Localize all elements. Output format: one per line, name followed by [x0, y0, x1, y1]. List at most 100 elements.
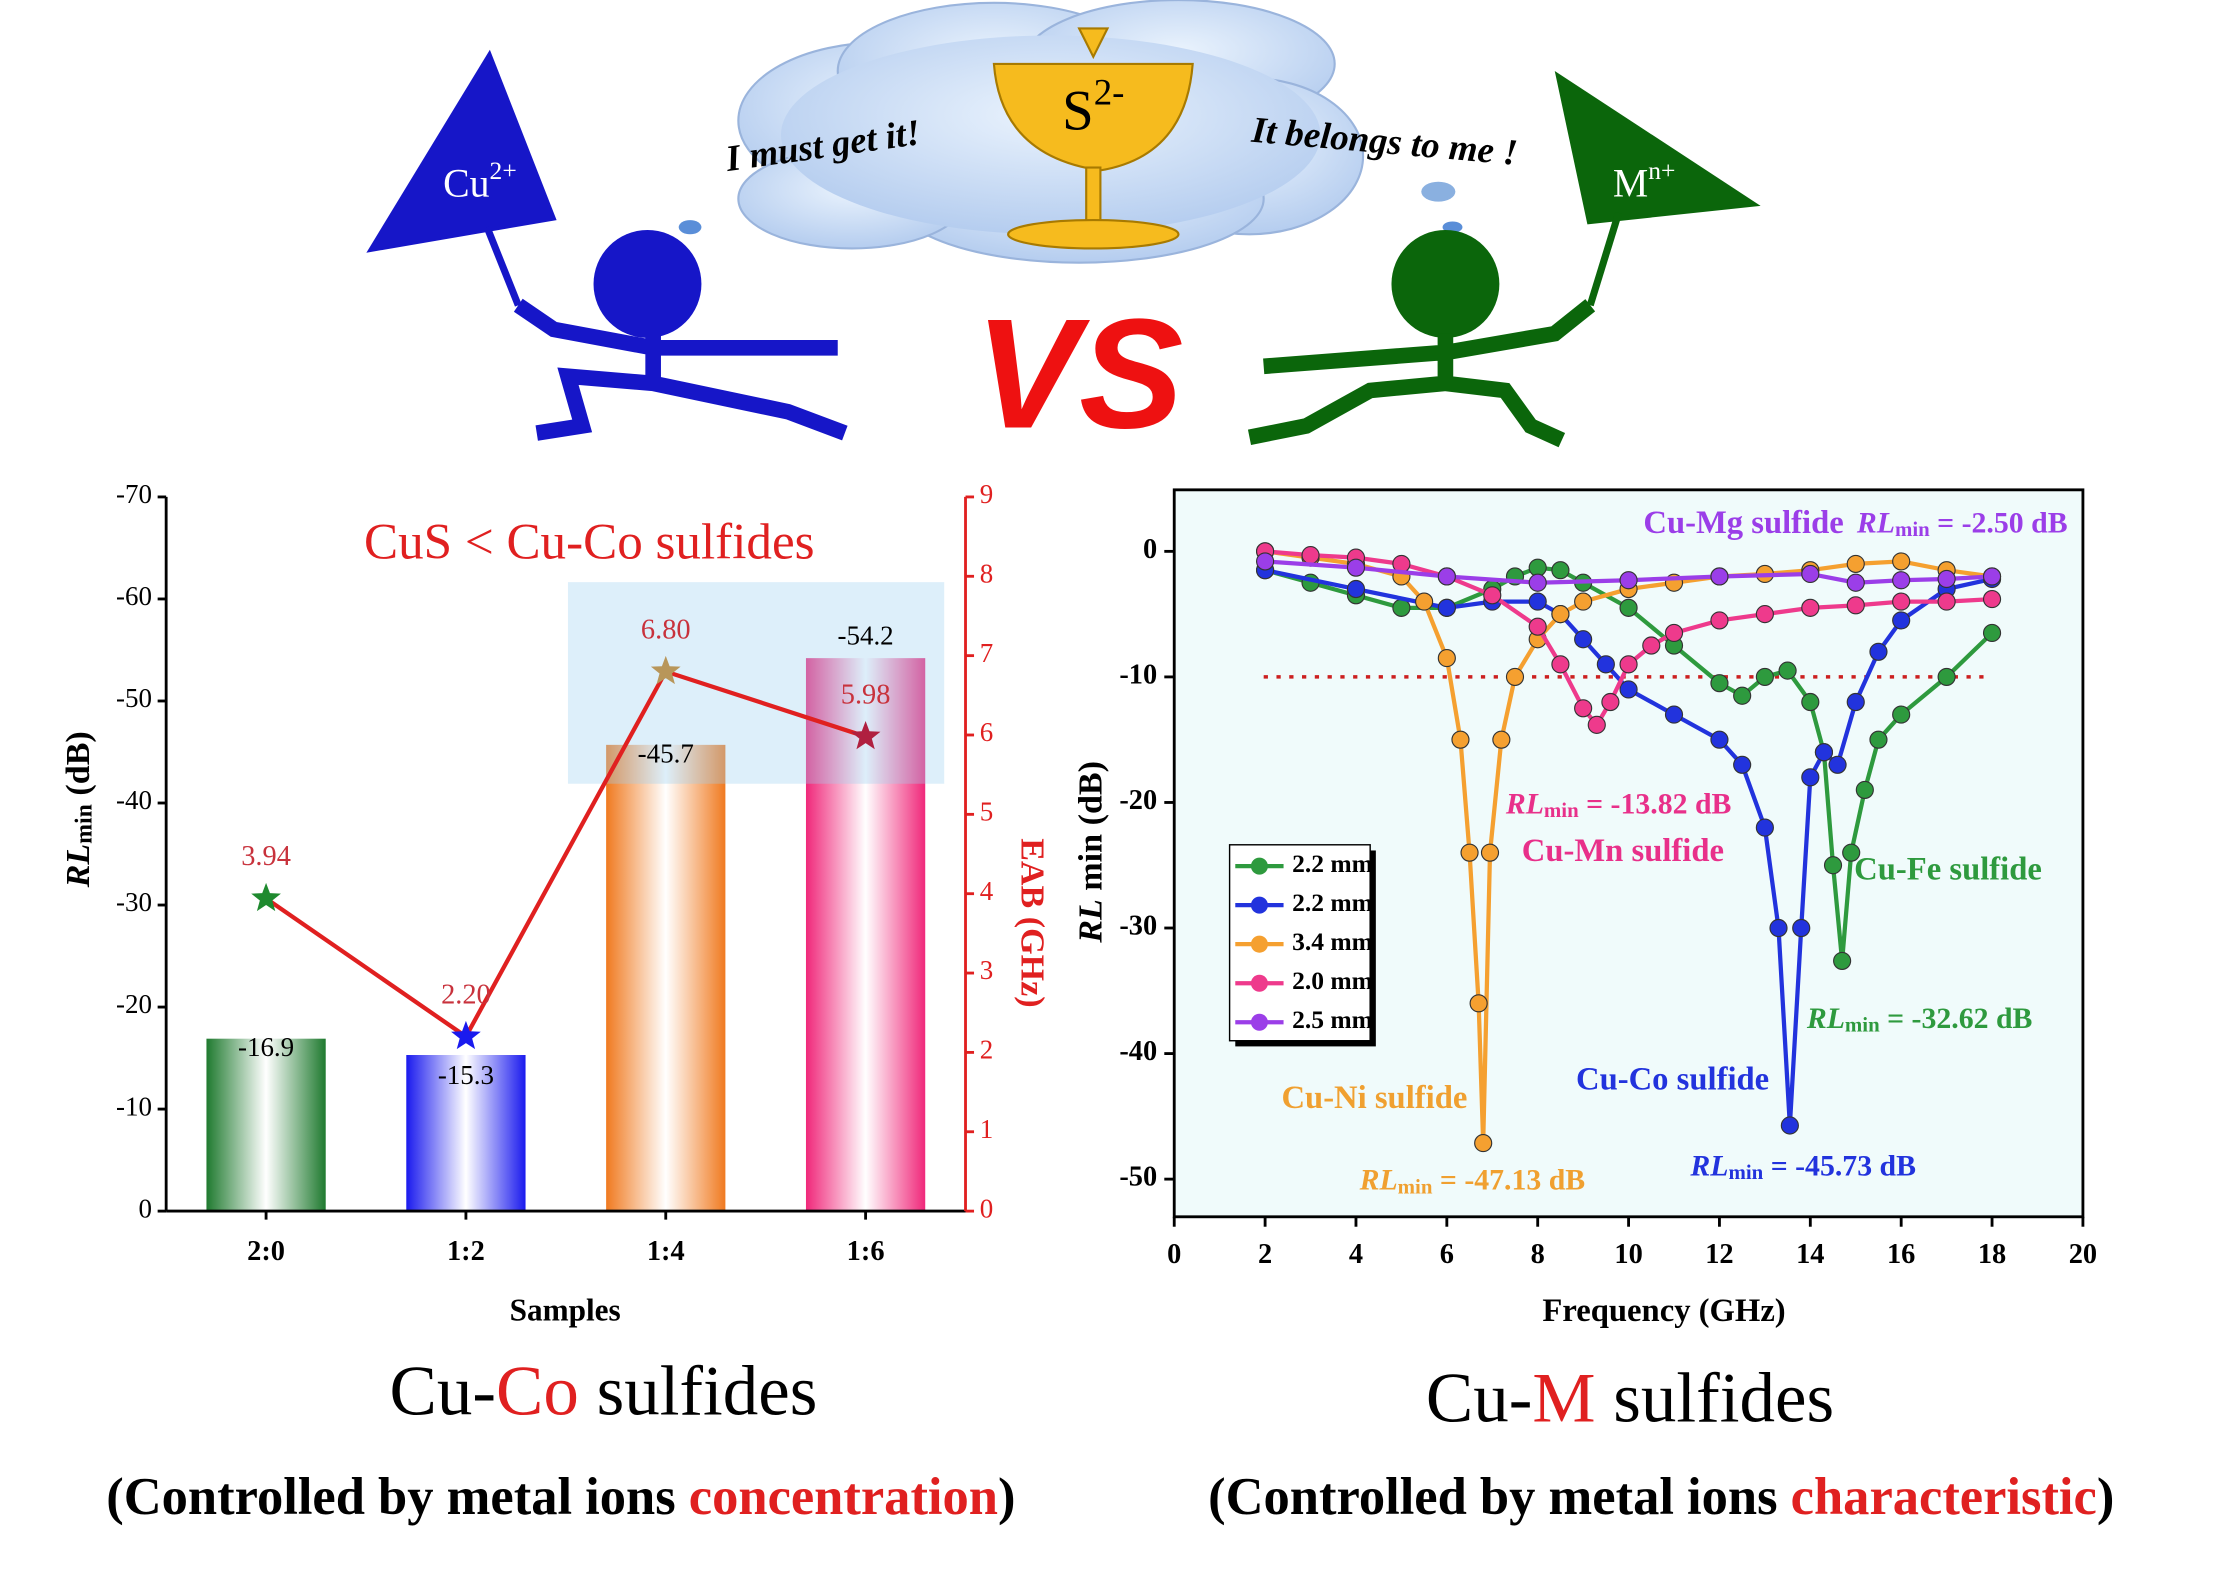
data-point	[1855, 780, 1874, 799]
data-point	[1483, 586, 1502, 605]
rl-annotation-part: = -32.62 dB	[1880, 1002, 2033, 1035]
x-tick-label: 0	[1167, 1239, 1181, 1270]
data-point	[1846, 692, 1865, 712]
ion: S	[1062, 79, 1094, 142]
data-point	[1846, 573, 1865, 592]
data-point	[1846, 554, 1865, 574]
data-point	[1505, 667, 1525, 686]
data-point	[1733, 686, 1752, 705]
data-point	[1769, 918, 1788, 938]
x-tick-label: 10	[1614, 1239, 1642, 1270]
data-point	[1828, 755, 1847, 774]
legend-marker	[1250, 974, 1268, 992]
caption-title-part: Cu-	[1426, 1360, 1532, 1438]
ion: M	[1613, 162, 1648, 206]
data-point	[1833, 951, 1852, 970]
series-annotation: Cu-Fe sulfide	[1854, 851, 2042, 887]
data-point	[1664, 623, 1684, 643]
y-axis-label-part: min	[72, 804, 98, 844]
y-axis-label-part: RL	[60, 844, 97, 889]
x-tick-label: 8	[1531, 1239, 1545, 1270]
data-point	[1792, 918, 1811, 938]
data-point	[1892, 611, 1911, 630]
y-axis-label-part: min (dB)	[1072, 761, 1109, 899]
caption-title-part: sulfides	[579, 1353, 818, 1431]
caption-subtitle-part: characteristic	[1791, 1468, 2097, 1526]
x-tick-label: 4	[1349, 1239, 1363, 1270]
data-point	[1469, 994, 1488, 1013]
data-point	[1755, 605, 1774, 624]
legend-marker	[1250, 935, 1268, 953]
data-point	[1892, 571, 1911, 590]
data-point	[1301, 546, 1320, 565]
rl-annotation-part: = -13.82 dB	[1579, 787, 1732, 820]
data-point	[1823, 856, 1843, 875]
y2-tick-label: 6	[980, 717, 993, 747]
rl-annotation-part: min	[1895, 517, 1930, 541]
data-point	[1869, 642, 1888, 661]
data-point	[1574, 592, 1593, 611]
data-point	[1528, 592, 1547, 611]
ion: Cu	[443, 162, 490, 206]
y-tick-label: -50	[116, 683, 152, 713]
rl-annotation-part: min	[1398, 1174, 1433, 1198]
series-annotation: Cu-Mg sulfide	[1643, 505, 1843, 541]
ion-charge: 2+	[490, 156, 517, 185]
data-point	[1596, 655, 1615, 674]
data-point	[1842, 843, 1861, 862]
rl-annotation-part: min	[1544, 798, 1579, 822]
data-point	[1642, 636, 1661, 655]
line-value-label: 2.20	[441, 979, 491, 1010]
y2-tick-label: 3	[980, 955, 993, 985]
rl-annotation-part: min	[1845, 1012, 1880, 1036]
y2-tick-label: 9	[980, 479, 993, 509]
data-point	[1574, 699, 1593, 718]
legend-label: 2.5 mm	[1292, 1005, 1373, 1034]
y-tick-label: -70	[116, 479, 152, 509]
vs-label: VS	[975, 287, 1183, 461]
caption-title-part: M	[1532, 1360, 1595, 1438]
bubble	[678, 220, 702, 235]
y2-axis-label: EAB (GHz)	[1014, 838, 1051, 1007]
x-tick-label: 14	[1796, 1239, 1824, 1270]
data-point	[1587, 715, 1606, 734]
data-point	[1801, 692, 1820, 712]
caption-subtitle-part: concentration	[689, 1468, 998, 1526]
bar-value-label: -54.2	[838, 620, 894, 650]
y-axis-label: RLmin (dB)	[60, 731, 98, 888]
rl-annotation: RLmin = -32.62 dB	[1806, 1002, 2033, 1037]
data-point	[1780, 1116, 1799, 1135]
data-point	[1474, 1133, 1493, 1153]
line-value-label: 3.94	[241, 841, 291, 872]
ion-charge: 2-	[1094, 72, 1125, 113]
data-point	[1937, 569, 1956, 589]
rl-annotation-part: = -45.73 dB	[1763, 1149, 1916, 1182]
data-point	[1601, 692, 1620, 712]
data-point	[1528, 573, 1547, 592]
data-point	[1892, 552, 1911, 571]
data-point	[1982, 567, 2002, 586]
legend-label: 2.2 mm	[1292, 849, 1373, 878]
y-tick-label: -40	[1119, 1036, 1157, 1067]
annotation: CuS < Cu-Co sulfides	[364, 513, 815, 570]
data-point	[1778, 661, 1797, 680]
caption-title-part: sulfides	[1596, 1360, 1835, 1438]
y2-tick-label: 8	[980, 558, 993, 588]
trophy-label: S2-	[1062, 72, 1124, 142]
highlight-box	[567, 582, 945, 784]
trophy	[992, 27, 1194, 250]
rl-annotation: RLmin = -45.73 dB	[1689, 1149, 1916, 1184]
y-tick-label: -10	[1119, 659, 1157, 690]
x-tick-label: 20	[2069, 1239, 2097, 1270]
rl-annotation: RLmin = -2.50 dB	[1856, 506, 2068, 541]
y2-tick-label: 4	[980, 876, 994, 906]
data-point	[1982, 623, 2002, 643]
data-point	[1710, 674, 1729, 693]
bubble	[1421, 181, 1456, 202]
rl-annotation-part: min	[1728, 1160, 1763, 1184]
data-point	[1733, 755, 1752, 774]
y-axis-label-part: (dB)	[60, 731, 97, 804]
data-point	[1528, 617, 1547, 636]
